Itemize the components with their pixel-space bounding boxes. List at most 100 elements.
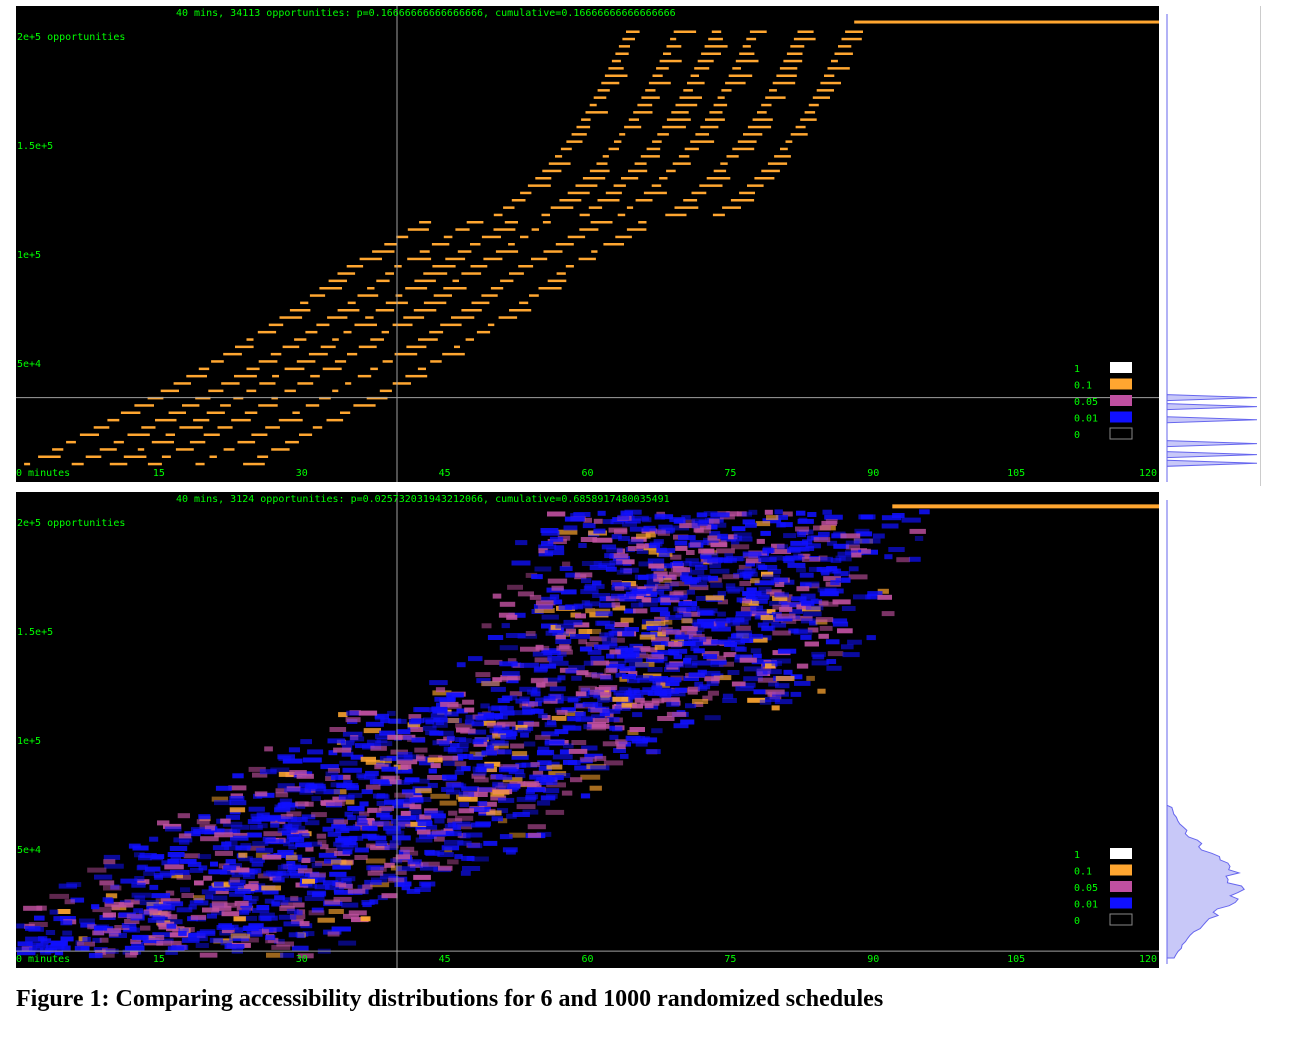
density-cell: [434, 818, 445, 824]
orange-step-mark: [493, 228, 516, 231]
density-cell: [480, 703, 490, 709]
orange-step-mark: [300, 301, 309, 305]
orange-step-mark: [730, 199, 755, 202]
density-cell: [512, 812, 530, 817]
density-cell: [597, 697, 610, 703]
density-cell: [578, 685, 597, 691]
density-cell: [612, 605, 626, 611]
density-cell: [666, 711, 687, 717]
density-cell: [454, 854, 463, 860]
density-cell: [199, 952, 218, 958]
density-cell: [271, 944, 291, 950]
orange-step-mark: [244, 411, 258, 414]
orange-step-mark: [776, 74, 797, 77]
density-cell: [545, 809, 565, 815]
y-tick-label: 1e+5: [17, 736, 41, 747]
density-cell: [705, 595, 725, 601]
density-cell: [506, 678, 519, 684]
density-cell: [534, 566, 552, 572]
density-cell: [356, 820, 368, 826]
x-tick-label: 105: [1007, 468, 1025, 479]
density-cell: [613, 690, 632, 696]
density-cell: [689, 542, 701, 548]
orange-step-mark: [211, 360, 224, 363]
orange-step-mark: [384, 243, 397, 246]
density-cell: [608, 527, 628, 533]
density-cell: [125, 952, 137, 958]
orange-step-mark: [147, 462, 162, 466]
density-cell: [61, 945, 71, 951]
density-cell: [661, 514, 674, 520]
density-cell: [289, 836, 299, 842]
density-cell: [585, 608, 595, 614]
x-tick-label: 45: [439, 468, 451, 479]
density-cell: [756, 538, 765, 544]
density-cell: [612, 696, 629, 702]
density-cell: [241, 937, 259, 943]
density-cell: [796, 567, 806, 573]
orange-step-mark: [640, 155, 660, 158]
density-cell: [543, 788, 560, 794]
density-cell: [575, 711, 586, 717]
density-cell: [70, 897, 85, 903]
density-cell: [799, 546, 810, 552]
density-cell: [415, 788, 432, 794]
density-cell: [283, 921, 302, 927]
density-cell: [257, 823, 268, 829]
density-cell: [130, 950, 139, 956]
density-cell: [574, 572, 593, 578]
density-cell: [835, 555, 846, 561]
density-cell: [492, 677, 502, 683]
density-cell: [564, 604, 578, 610]
density-cell: [339, 760, 358, 766]
density-cell: [791, 596, 807, 602]
density-cell: [599, 632, 609, 638]
density-cell: [120, 878, 138, 884]
density-cell: [660, 600, 671, 606]
density-cell: [761, 571, 774, 577]
orange-step-mark: [518, 265, 534, 268]
density-cell: [724, 553, 734, 559]
density-cell: [80, 945, 90, 951]
density-cell: [640, 700, 660, 706]
density-cell: [252, 772, 268, 778]
orange-step-mark: [370, 367, 378, 371]
density-cell: [538, 713, 548, 719]
density-cell: [681, 625, 698, 631]
orange-step-mark: [732, 147, 755, 151]
density-cell: [640, 647, 658, 653]
density-cell: [653, 539, 664, 545]
density-cell: [771, 705, 780, 711]
x-tick-label: 75: [724, 468, 736, 479]
side-histogram-svg-bottom: [1166, 500, 1245, 964]
orange-step-mark: [566, 140, 583, 143]
density-cell: [740, 638, 754, 643]
density-cell: [760, 530, 771, 536]
density-cell: [592, 580, 602, 586]
orange-step-mark: [589, 103, 597, 107]
orange-step-mark: [547, 279, 567, 283]
density-cell: [817, 688, 826, 694]
density-cell: [555, 639, 572, 644]
orange-step-mark: [601, 81, 620, 85]
density-cell: [675, 612, 692, 618]
density-cell: [621, 702, 637, 708]
density-cell: [610, 593, 629, 599]
density-cell: [587, 649, 602, 655]
density-cell: [410, 797, 424, 803]
orange-step-mark: [701, 52, 721, 55]
orange-step-mark: [588, 206, 603, 209]
density-cell: [475, 767, 487, 773]
orange-step-mark: [503, 206, 515, 209]
density-cell: [722, 698, 737, 703]
orange-step-mark: [394, 265, 402, 268]
density-cell: [727, 588, 740, 594]
density-cell: [515, 540, 528, 546]
orange-step-mark: [123, 455, 147, 458]
density-cell: [394, 792, 414, 798]
density-cell: [264, 898, 275, 904]
density-cell: [229, 891, 246, 897]
density-cell: [774, 582, 785, 587]
density-cell: [541, 623, 558, 629]
density-cell: [118, 902, 134, 908]
